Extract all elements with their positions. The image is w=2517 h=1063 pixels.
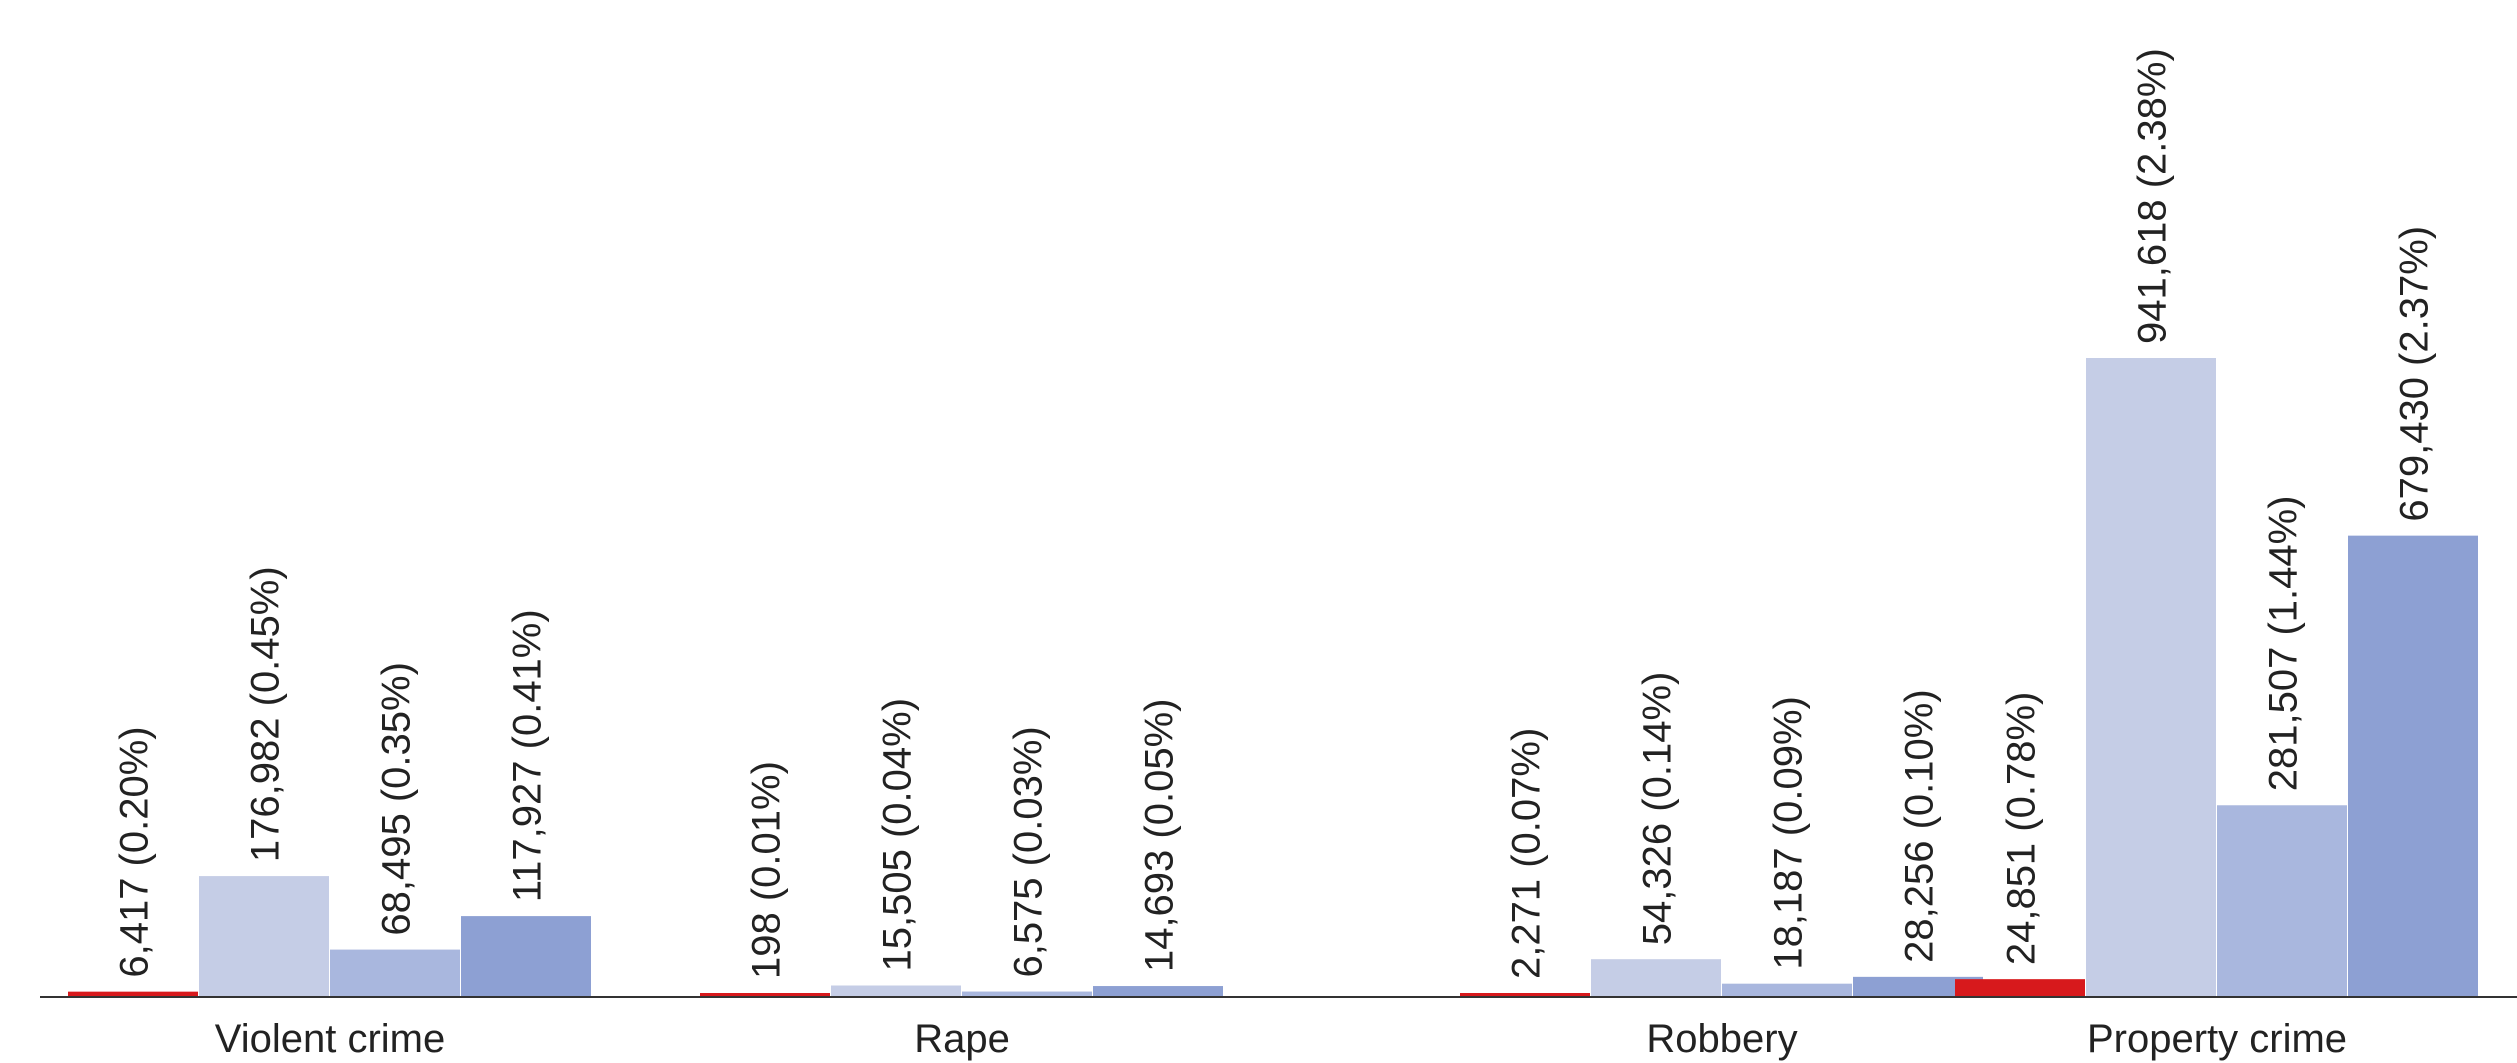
bar-property-crime-2	[2086, 358, 2216, 996]
bar-rape-1	[700, 993, 830, 996]
bar-robbery-2	[1591, 959, 1721, 996]
bar-rape-3	[962, 991, 1092, 996]
category-labels-layer: Violent crime Rape Robbery Property crime	[215, 1017, 2347, 1061]
value-label: 24,851 (0.78%)	[2000, 692, 2044, 966]
value-label: 679,430 (2.37%)	[2393, 226, 2437, 522]
bar-violent-crime-1	[68, 991, 198, 996]
bar-violent-crime-2	[199, 876, 329, 996]
value-label: 6,575 (0.03%)	[1007, 726, 1051, 977]
bar-violent-crime-4	[461, 916, 591, 996]
value-label: 117,927 (0.41%)	[506, 609, 550, 902]
value-label: 6,417 (0.20%)	[113, 726, 157, 977]
value-label: 2,271 (0.07%)	[1505, 728, 1549, 979]
bar-property-crime-1	[1955, 979, 2085, 996]
value-label: 15,505 (0.04%)	[876, 698, 920, 972]
category-label: Property crime	[2087, 1017, 2347, 1061]
value-label: 54,326 (0.14%)	[1636, 672, 1680, 946]
bar-violent-crime-3	[330, 949, 460, 996]
value-label: 68,495 (0.35%)	[375, 662, 419, 936]
value-label: 941,618 (2.38%)	[2131, 48, 2175, 344]
bar-rape-2	[831, 985, 961, 996]
value-label: 18,187 (0.09%)	[1767, 696, 1811, 970]
bar-robbery-3	[1722, 983, 1852, 996]
value-label: 198 (0.01%)	[745, 761, 789, 979]
bar-property-crime-4	[2348, 535, 2478, 996]
value-label: 14,693 (0.05%)	[1138, 699, 1182, 973]
value-label: 281,507 (1.44%)	[2262, 495, 2306, 791]
category-label: Robbery	[1646, 1017, 1797, 1061]
bar-rape-4	[1093, 986, 1223, 996]
bar-robbery-4	[1853, 976, 1983, 996]
value-label: 176,982 (0.45%)	[244, 566, 288, 862]
value-label: 28,256 (0.10%)	[1898, 689, 1942, 963]
bar-property-crime-3	[2217, 805, 2347, 996]
category-label: Violent crime	[215, 1017, 445, 1061]
bars-layer	[68, 358, 2478, 996]
value-labels-layer: 6,417 (0.20%) 176,982 (0.45%) 68,495 (0.35…	[113, 48, 2437, 979]
category-label: Rape	[914, 1017, 1010, 1061]
bar-robbery-1	[1460, 993, 1590, 996]
